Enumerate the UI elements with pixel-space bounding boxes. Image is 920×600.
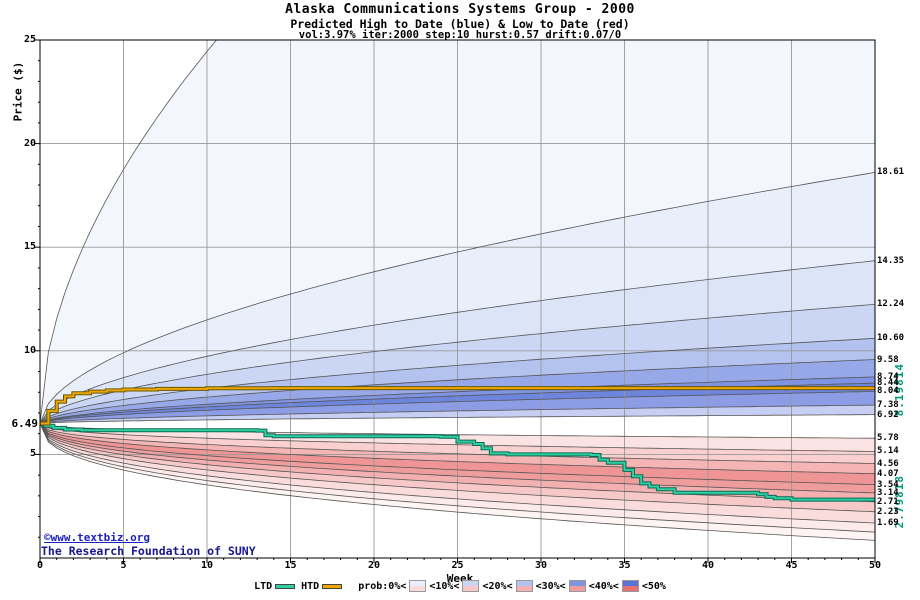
prob-band-swatch-10 bbox=[409, 580, 427, 592]
legend-htd-label: HTD bbox=[301, 580, 320, 592]
htd-line bbox=[40, 387, 875, 425]
htd-line-swatch bbox=[322, 583, 343, 589]
legend-prob-10: <10%< bbox=[429, 580, 460, 592]
fan-bands-group bbox=[40, 40, 875, 558]
low-quantile-end-label: 4.07 bbox=[877, 468, 899, 479]
x-tick-label: 20 bbox=[367, 560, 381, 571]
legend-prob-0: prob:0%< bbox=[358, 580, 407, 592]
prob-band-swatch-20 bbox=[462, 580, 480, 592]
chart-subtitle: Predicted High to Date (blue) & Low to D… bbox=[290, 17, 630, 31]
chart-title: Alaska Communications Systems Group - 20… bbox=[285, 2, 635, 17]
y-tick-label: 5 bbox=[29, 448, 36, 460]
y-tick-label: 10 bbox=[23, 344, 36, 356]
high-quantile-end-label: 14.35 bbox=[877, 255, 905, 266]
x-tick-label: 5 bbox=[120, 560, 127, 571]
legend: LTD HTD prob:0%< <10%< <20%< <30%< <40%<… bbox=[0, 580, 920, 592]
y-tick-label: 25 bbox=[23, 34, 36, 45]
x-tick-label: 50 bbox=[868, 560, 882, 571]
high-quantile-end-label: 9.58 bbox=[877, 354, 899, 365]
low-quantile-end-label: 1.69 bbox=[877, 517, 899, 528]
legend-prob-20: <20%< bbox=[482, 580, 513, 592]
chart-params: vol:3.97% iter:2000 step:10 hurst:0.57 d… bbox=[298, 29, 622, 41]
x-tick-label: 40 bbox=[701, 560, 715, 571]
high-quantile-end-label: 8.04 bbox=[877, 386, 899, 397]
high-quantile-end-label: 8.74 bbox=[877, 371, 899, 382]
axis-ticks bbox=[35, 39, 876, 563]
high-quantile-end-label: 6.92 bbox=[877, 409, 899, 420]
watermark-org: The Research Foundation of SUNY bbox=[41, 544, 256, 558]
x-tick-label: 25 bbox=[451, 560, 464, 571]
high-quantile-end-label: 12.24 bbox=[877, 299, 905, 310]
legend-prob-50: <50% bbox=[641, 580, 666, 592]
x-tick-label: 10 bbox=[200, 560, 214, 571]
low-quantile-end-label: 5.14 bbox=[877, 446, 899, 457]
start-price-label: 6.49 bbox=[11, 417, 39, 430]
ltd-line-swatch bbox=[275, 583, 296, 589]
x-tick-label: 45 bbox=[785, 560, 798, 571]
high-quantile-end-label: 8.44 bbox=[877, 378, 899, 389]
high-quantile-end-label: 7.38 bbox=[877, 400, 899, 411]
x-tick-label: 35 bbox=[618, 560, 631, 571]
legend-prob-30: <30%< bbox=[535, 580, 566, 592]
x-tick-label: 0 bbox=[36, 560, 44, 571]
legend-prob-40: <40%< bbox=[588, 580, 619, 592]
high-quantile-end-label: 10.60 bbox=[877, 333, 905, 344]
gridlines bbox=[40, 40, 875, 558]
low-quantile-end-label: 5.78 bbox=[877, 433, 899, 444]
prob-band-swatch-40 bbox=[568, 580, 586, 592]
low-quantile-end-label: 3.54 bbox=[877, 479, 899, 490]
ltd-line bbox=[40, 422, 875, 501]
y-tick-label: 20 bbox=[23, 137, 36, 149]
high-quantile-end-label: 18.61 bbox=[877, 167, 905, 178]
prob-band-swatch-50 bbox=[621, 580, 639, 592]
y-tick-label: 15 bbox=[23, 241, 36, 253]
y-axis-label: Price ($) bbox=[11, 61, 25, 122]
low-quantile-end-label: 4.56 bbox=[877, 458, 899, 469]
quantile-curves bbox=[40, 40, 875, 541]
watermark-link[interactable]: ©www.textbiz.org bbox=[44, 531, 150, 544]
low-quantile-end-label: 2.23 bbox=[877, 506, 899, 517]
x-tick-label: 15 bbox=[284, 560, 297, 571]
legend-ltd-label: LTD bbox=[254, 580, 273, 592]
low-quantile-end-label: 2.71 bbox=[877, 496, 899, 507]
prob-band-swatch-30 bbox=[515, 580, 533, 592]
low-quantile-end-label: 3.14 bbox=[877, 487, 899, 498]
x-tick-label: 30 bbox=[534, 560, 548, 571]
